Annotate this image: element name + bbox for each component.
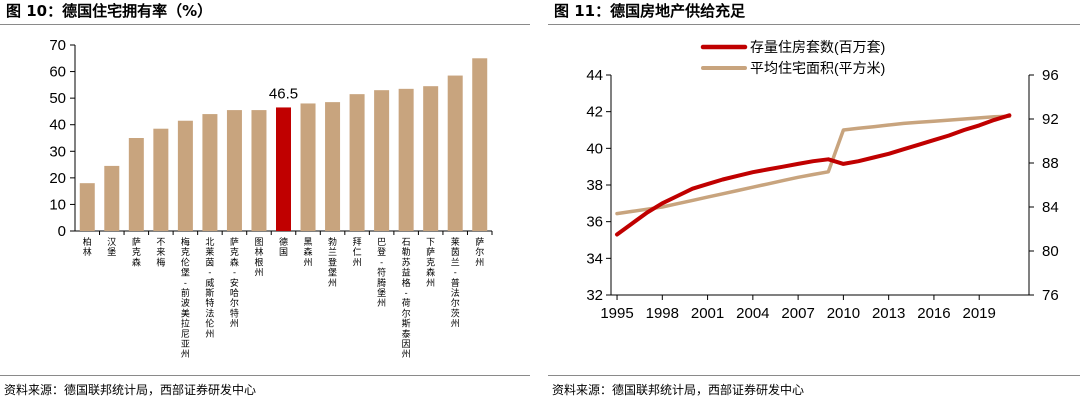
x-tick-label: 萨克森: [132, 237, 141, 267]
bar: [349, 94, 365, 232]
bar: [447, 75, 463, 231]
legend-label: 平均住宅面积(平方米): [750, 60, 885, 76]
supply-line-chart: 32 34 36 38 40 42 44 76 80 84 88 92 96 1995 1998 2001 20…: [586, 39, 1059, 322]
left-source-rule: [0, 375, 530, 376]
y-tick-label: 20: [49, 170, 66, 187]
right-figure-title: 图 11：德国房地产供给充足: [554, 2, 746, 20]
right-title-rule: [548, 24, 1080, 25]
x-tick-label: 拜仁州: [353, 237, 362, 267]
x-tick-label: 萨尔州: [475, 237, 484, 267]
x-tick-label: 柏林: [83, 236, 92, 257]
bar: [423, 86, 439, 231]
y-tick-label: 40: [49, 117, 66, 134]
x-tick-label: 汉堡: [107, 237, 116, 257]
left-y-tick-label: 42: [586, 104, 603, 121]
left-y-tick-label: 32: [586, 287, 603, 304]
left-figure-title: 图 10：德国住宅拥有率（%）: [6, 2, 213, 20]
y-tick-label: 70: [49, 37, 66, 54]
x-tick-label: 2001: [691, 305, 724, 322]
x-tick-label: 2013: [872, 305, 905, 322]
x-tick-label: 下萨克森州: [426, 237, 435, 288]
data-label: 46.5: [269, 85, 298, 102]
bar: [226, 110, 242, 231]
left-y-tick-label: 40: [586, 140, 603, 157]
x-tick-label: 图林根州: [254, 237, 263, 278]
x-tick-label: 德国: [279, 236, 288, 257]
bar: [472, 58, 488, 232]
x-tick-label: 2007: [781, 305, 814, 322]
bar: [374, 90, 390, 232]
left-y-tick-label: 38: [586, 177, 603, 194]
x-tick-label: 1998: [646, 305, 679, 322]
y-tick-label: 10: [49, 196, 66, 213]
bar: [202, 114, 218, 231]
right-y-tick-label: 88: [1042, 155, 1059, 172]
avg-area-series-line: [615, 114, 1012, 216]
bar: [300, 103, 316, 231]
right-y-tick-label: 80: [1042, 243, 1059, 260]
bar: [153, 128, 169, 231]
y-tick-label: 60: [49, 64, 66, 81]
bar: [276, 107, 291, 231]
bar: [104, 165, 120, 231]
bar: [79, 183, 95, 231]
x-tick-label: 不来梅: [156, 237, 165, 267]
right-y-tick-label: 84: [1042, 199, 1059, 216]
left-title-rule: [0, 24, 530, 25]
right-source-note: 资料来源：德国联邦统计局，西部证券研发中心: [552, 383, 805, 397]
legend-label: 存量住房套数(百万套): [750, 39, 885, 55]
right-source-rule: [548, 375, 1080, 376]
right-y-tick-label: 96: [1042, 67, 1059, 84]
x-tick-label: 莱茵兰-普法尔茨州: [451, 236, 460, 329]
x-tick-label: 萨克森-安哈尔特州: [230, 237, 239, 329]
x-tick-label: 巴登-符腾堡州: [377, 237, 386, 308]
x-tick-label: 2019: [963, 305, 996, 322]
bar: [325, 102, 341, 231]
x-tick-label: 石勒苏益格-荷尔斯泰因州: [402, 237, 411, 359]
y-tick-label: 30: [49, 143, 66, 160]
x-tick-label: 勃兰登堡州: [328, 236, 337, 288]
x-tick-label: 北莱茵-威斯特法伦州: [205, 237, 214, 339]
left-figure: 图 10：德国住宅拥有率（%） 0 10 20 30 40 50 60 70 柏林 汉堡 萨克森 不来…: [0, 0, 530, 401]
x-tick-label: 2010: [827, 305, 860, 322]
x-tick-label: 2004: [736, 305, 769, 322]
x-tick-label: 梅克伦堡-前波美拉尼亚州: [181, 236, 190, 359]
y-tick-label: 50: [49, 90, 66, 107]
left-source-note: 资料来源：德国联邦统计局，西部证券研发中心: [4, 383, 257, 397]
bar: [177, 120, 193, 231]
bar: [128, 138, 144, 231]
left-y-tick-label: 44: [586, 67, 603, 84]
bar: [251, 110, 267, 231]
left-y-tick-label: 34: [586, 250, 603, 267]
x-tick-label: 1995: [600, 305, 633, 322]
right-y-tick-label: 92: [1042, 111, 1059, 128]
bar: [398, 88, 414, 231]
left-y-tick-label: 36: [586, 214, 603, 231]
right-figure: 图 11：德国房地产供给充足 32 34 36 38 40 42 44 76 80 84 88 92 9…: [548, 0, 1080, 401]
y-tick-label: 0: [58, 223, 66, 240]
housing-stock-series-line: [615, 113, 1012, 237]
x-tick-label: 2016: [917, 305, 950, 322]
x-tick-label: 黑森州: [304, 237, 313, 267]
right-y-tick-label: 76: [1042, 287, 1059, 304]
